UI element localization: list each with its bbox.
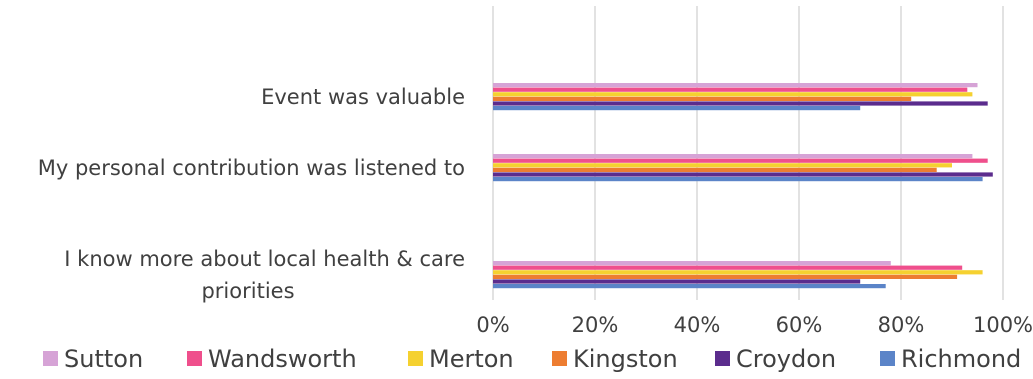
x-tick-label: 0%	[476, 313, 509, 337]
bar	[493, 279, 861, 284]
legend-swatch	[715, 351, 730, 366]
x-tick-label: 20%	[572, 313, 619, 337]
bar	[493, 265, 963, 270]
bar	[493, 270, 983, 275]
bar	[493, 177, 983, 182]
legend-swatch	[552, 351, 567, 366]
legend-swatch	[187, 351, 202, 366]
bar	[493, 172, 993, 177]
bar	[493, 101, 988, 106]
bar	[493, 106, 861, 111]
category-labels: Event was valuable My personal contributi…	[38, 85, 465, 303]
gridlines	[492, 6, 1004, 300]
legend-label: Croydon	[736, 345, 836, 373]
legend-swatch	[408, 351, 423, 366]
x-tick-label: 60%	[776, 313, 823, 337]
category-label: priorities	[201, 279, 294, 303]
legend-swatch	[43, 351, 58, 366]
bar	[493, 83, 978, 88]
bar	[493, 87, 968, 92]
bar	[493, 274, 958, 279]
bar	[493, 284, 886, 289]
legend-swatch	[880, 351, 895, 366]
x-tick-label: 100%	[973, 313, 1033, 337]
bar	[493, 163, 952, 168]
bar	[493, 92, 973, 97]
x-tick-labels: 0% 20% 40% 60% 80% 100%	[476, 313, 1033, 337]
bar	[493, 167, 937, 172]
bar	[493, 158, 988, 163]
bar	[493, 96, 912, 101]
category-label: I know more about local health & care	[64, 247, 465, 271]
legend-label: Sutton	[64, 345, 143, 373]
legend-label: Richmond	[901, 345, 1021, 373]
legend: Sutton Wandsworth Merton Kingston Croydon Ric…	[43, 345, 1021, 373]
x-tick-label: 80%	[878, 313, 925, 337]
bar	[493, 261, 891, 266]
category-label: My personal contribution was listened to	[38, 156, 465, 180]
bars	[493, 83, 993, 289]
legend-label: Wandsworth	[208, 345, 357, 373]
category-label: Event was valuable	[261, 85, 465, 109]
bar	[493, 154, 973, 159]
legend-label: Kingston	[573, 345, 678, 373]
x-tick-label: 40%	[674, 313, 721, 337]
legend-label: Merton	[429, 345, 514, 373]
